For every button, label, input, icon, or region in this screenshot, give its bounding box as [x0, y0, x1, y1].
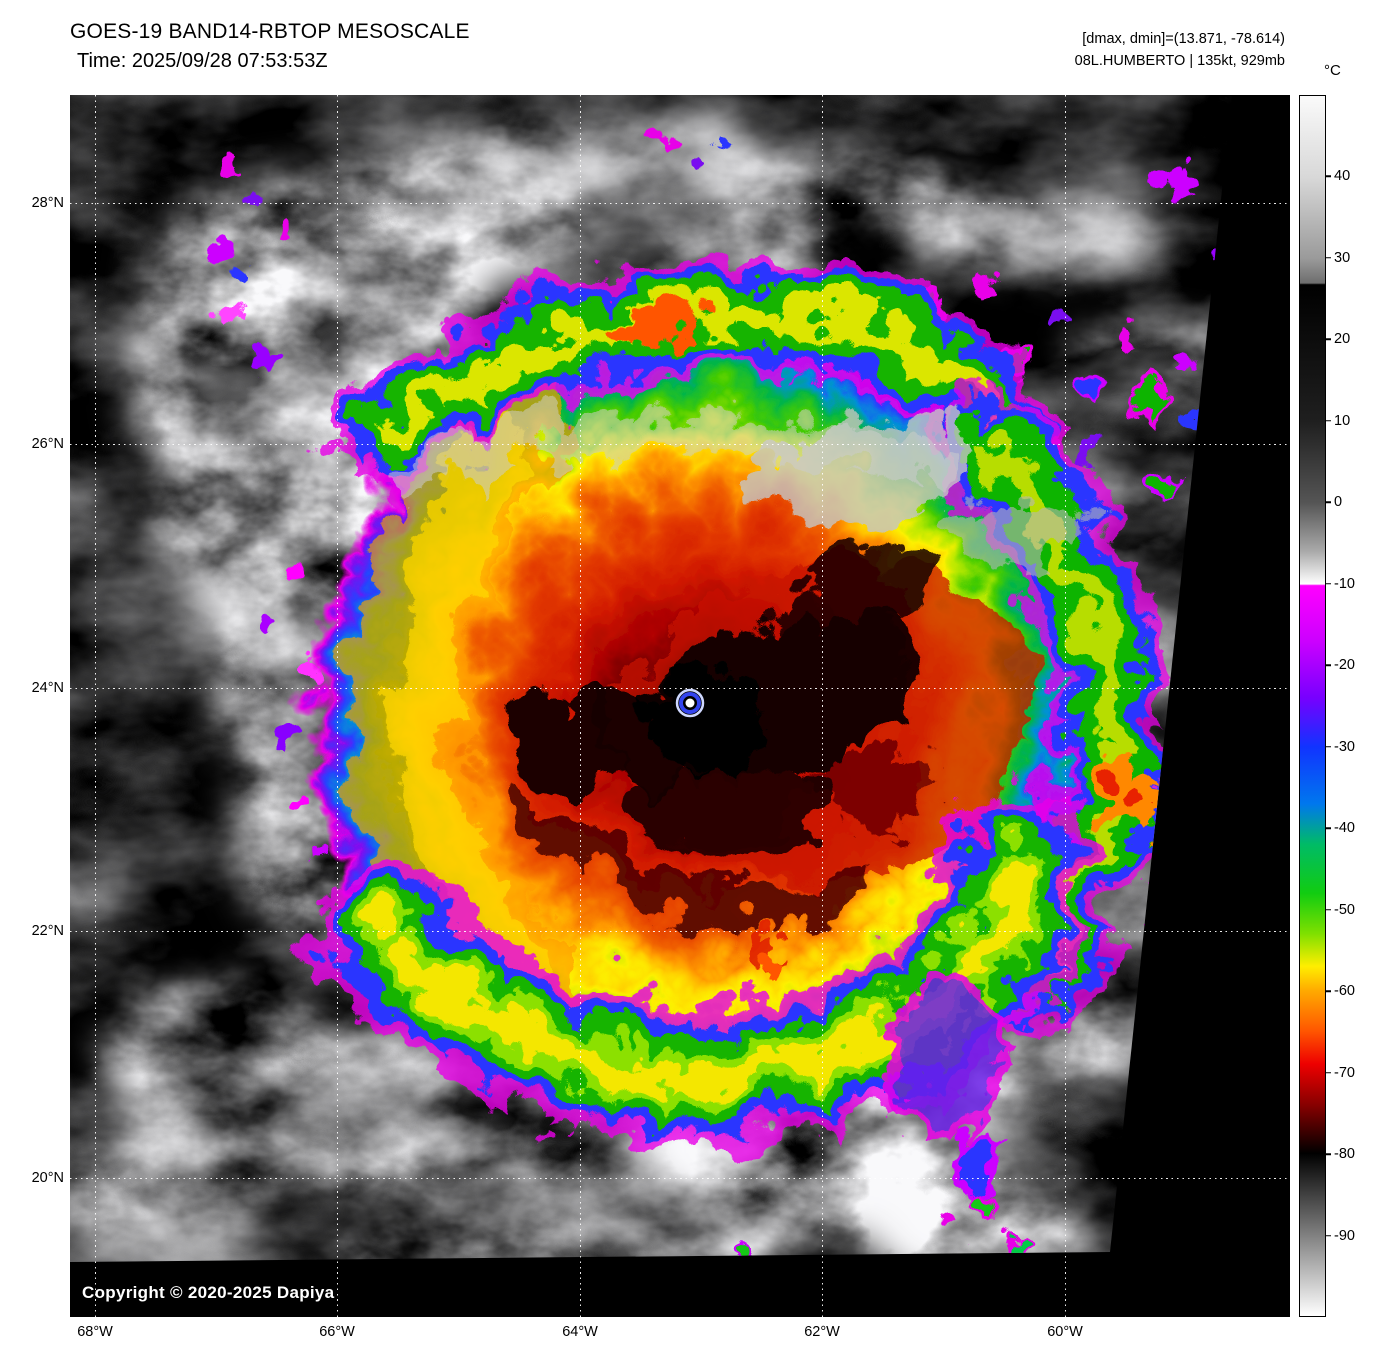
lon-label-62°W: 62°W: [804, 1324, 840, 1340]
colorbar-tick-mark: [1326, 501, 1331, 504]
lon-label-64°W: 64°W: [562, 1324, 598, 1340]
eye-warm-spot: [685, 698, 695, 708]
spiral-band-north: [314, 243, 1044, 481]
lat-label-26°N: 26°N: [31, 436, 64, 452]
colorbar-tick-mark: [1326, 1234, 1331, 1237]
lat-label-28°N: 28°N: [31, 195, 64, 211]
colorbar-tick-label--40: -40: [1334, 820, 1355, 837]
lat-label-24°N: 24°N: [31, 680, 64, 696]
colorbar-tick-mark: [1326, 257, 1331, 259]
satellite-image: [70, 95, 1290, 1317]
colorbar-tick-mark: [1326, 338, 1331, 341]
spiral-band-south: [300, 780, 1080, 1135]
gridline-lon-64°W: [580, 95, 582, 1317]
colorbar-tick-mark: [1326, 745, 1331, 748]
gridline-lon-60°W: [1065, 95, 1067, 1317]
colorbar-tick-label--30: -30: [1334, 738, 1355, 755]
colorbar-tick-mark: [1326, 908, 1331, 911]
colorbar-tick-label-0: 0: [1334, 494, 1343, 511]
eye-outer-ring: [675, 688, 705, 718]
colorbar-tick-mark: [1326, 175, 1331, 178]
speckles-south: [724, 962, 1020, 1262]
colorbar-tick-label-20: 20: [1334, 331, 1351, 348]
gridline-lat-28°N: [70, 203, 1290, 205]
lon-label-60°W: 60°W: [1047, 1324, 1083, 1340]
colorbar-tick-label--90: -90: [1334, 1227, 1355, 1244]
storm: [290, 243, 1157, 1135]
colorbar-tick-label--60: -60: [1334, 983, 1355, 1000]
storm-info: 08L.HUMBERTO | 135kt, 929mb: [1074, 53, 1285, 69]
colorbar-tick-label--10: -10: [1334, 575, 1355, 592]
lat-label-22°N: 22°N: [31, 923, 64, 939]
eye-blue-ring: [679, 692, 701, 714]
colorbar-tick-label--80: -80: [1334, 1146, 1355, 1163]
scan-region: [70, 95, 1232, 1262]
colorbar-tick-label-30: 30: [1334, 249, 1351, 266]
lon-label-66°W: 66°W: [319, 1324, 355, 1340]
gridline-lat-20°N: [70, 1178, 1290, 1180]
colorbar-tick-mark: [1326, 583, 1331, 585]
gridline-lat-24°N: [70, 688, 1290, 690]
colorbar-tick-mark: [1326, 1071, 1331, 1074]
colorbar-tick-label--20: -20: [1334, 657, 1355, 674]
gridline-lat-22°N: [70, 931, 1290, 933]
colorbar-tick-mark: [1326, 664, 1331, 667]
colorbar-tick-mark: [1326, 990, 1331, 992]
storm-dark-curl: [498, 768, 857, 913]
gridline-lon-66°W: [337, 95, 339, 1317]
timestamp: Time: 2025/09/28 07:53:53Z: [77, 50, 328, 72]
colorbar-tick-mark: [1326, 420, 1331, 422]
colorbar-tick-mark: [1326, 1153, 1331, 1155]
colorbar-unit-label: °C: [1324, 62, 1341, 79]
storm-eye: [672, 685, 708, 721]
lon-label-68°W: 68°W: [77, 1324, 113, 1340]
colorbar-tick-label--50: -50: [1334, 901, 1355, 918]
cold-blob-ne: [741, 535, 919, 655]
gridline-lon-68°W: [95, 95, 97, 1317]
colorbar-tick-mark: [1326, 827, 1331, 829]
gridline-lat-26°N: [70, 444, 1290, 446]
colorbar: [1299, 95, 1326, 1317]
page-title: GOES-19 BAND14-RBTOP MESOSCALE: [70, 20, 470, 43]
colorbar-tick-label--70: -70: [1334, 1064, 1355, 1081]
satellite-canvas: Copyright © 2020-2025 Dapiya: [70, 95, 1290, 1317]
copyright: Copyright © 2020-2025 Dapiya: [82, 1283, 335, 1302]
cold-blob-south: [620, 749, 810, 841]
colorbar-tick-label-10: 10: [1334, 412, 1351, 429]
gridline-lon-62°W: [822, 95, 824, 1317]
colorbar-tick-label-40: 40: [1334, 168, 1351, 185]
lat-label-20°N: 20°N: [31, 1170, 64, 1186]
header-right: [dmax, dmin]=(13.871, -78.614) 08L.HUMBE…: [1075, 28, 1285, 72]
dmax-dmin-readout: [dmax, dmin]=(13.871, -78.614): [1082, 31, 1285, 47]
